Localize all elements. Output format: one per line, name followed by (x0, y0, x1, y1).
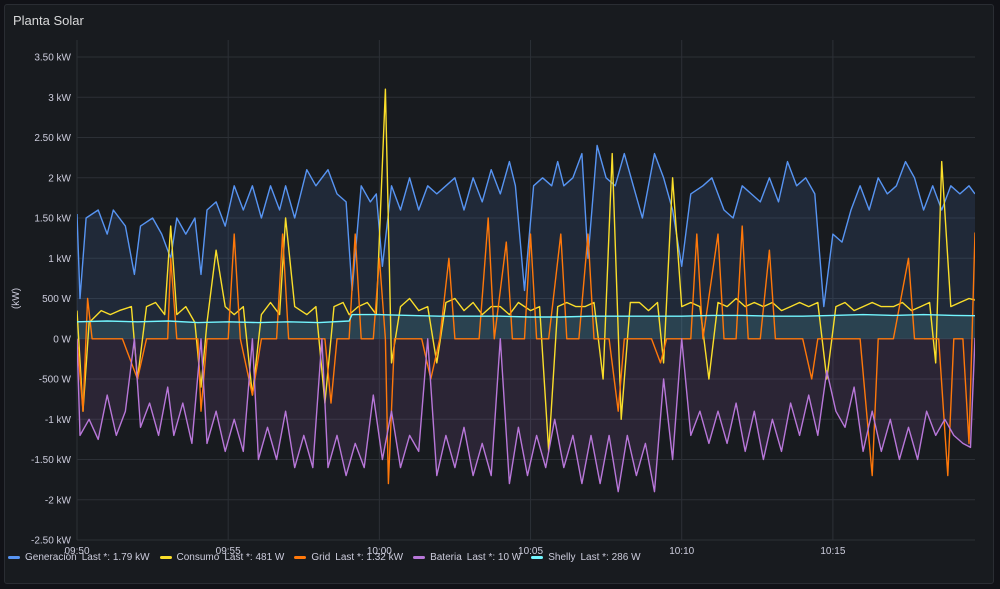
legend-item-generacion[interactable]: Generacion Last *: 1.79 kW (8, 552, 150, 563)
legend-swatch (413, 556, 426, 559)
x-tick-label: 10:05 (518, 546, 543, 557)
y-tick-label: -1 kW (45, 415, 72, 426)
legend-swatch (294, 556, 307, 559)
legend-last-value: Last *: 1.79 kW (81, 552, 150, 563)
y-tick-label: 0 W (53, 334, 71, 345)
y-tick-label: 1 kW (48, 254, 71, 265)
plot-area (77, 88, 975, 493)
y-tick-label: -500 W (39, 375, 72, 386)
series-line-shelly (77, 313, 975, 324)
series-fill-bateria (77, 337, 975, 492)
y-tick-label: 2.50 kW (34, 133, 71, 144)
legend-last-value: Last *: 10 W (466, 552, 522, 563)
legend-series-name: Grid (311, 552, 331, 563)
legend-item-shelly[interactable]: Shelly Last *: 286 W (531, 552, 641, 563)
legend-item-bateria[interactable]: Bateria Last *: 10 W (413, 552, 521, 563)
legend-item-consumo[interactable]: Consumo Last *: 481 W (159, 552, 285, 563)
panel-title[interactable]: Planta Solar (13, 13, 84, 28)
x-tick-label: 09:55 (216, 546, 241, 557)
y-tick-label: 500 W (42, 294, 71, 305)
y-tick-label: -2.50 kW (31, 536, 72, 547)
y-tick-label: -2 kW (45, 495, 72, 506)
series-fill-shelly (77, 314, 975, 339)
x-tick-label: 10:15 (820, 546, 845, 557)
legend-last-value: Last *: 286 W (580, 552, 641, 563)
series-line-generacion (77, 144, 975, 308)
legend-series-name: Bateria (430, 552, 462, 563)
y-tick-label: -1.50 kW (31, 455, 72, 466)
y-tick-label: 3 kW (48, 93, 71, 104)
legend-series-name: Generacion (25, 552, 77, 563)
y-tick-label: 1.50 kW (34, 214, 71, 225)
legend-swatch (531, 556, 544, 559)
y-axis-label: (kW) (11, 288, 22, 309)
legend: Generacion Last *: 1.79 kW Consumo Last *: … (8, 552, 641, 563)
series-line-grid (77, 217, 975, 485)
x-tick-label: 09:50 (64, 546, 89, 557)
y-tick-label: 3.50 kW (34, 53, 71, 64)
legend-swatch (8, 556, 20, 559)
y-tick-label: 2 kW (48, 173, 71, 184)
x-tick-label: 10:10 (669, 546, 694, 557)
series-line-bateria (77, 337, 975, 493)
legend-series-name: Consumo (176, 552, 220, 563)
legend-swatch (159, 556, 172, 559)
legend-last-value: Last *: 481 W (224, 552, 285, 563)
legend-item-grid[interactable]: Grid Last *: 1.32 kW (294, 552, 403, 563)
x-tick-label: 10:00 (367, 546, 392, 557)
series-line-consumo (77, 88, 975, 453)
legend-series-name: Shelly (548, 552, 576, 563)
legend-last-value: Last *: 1.32 kW (335, 552, 404, 563)
